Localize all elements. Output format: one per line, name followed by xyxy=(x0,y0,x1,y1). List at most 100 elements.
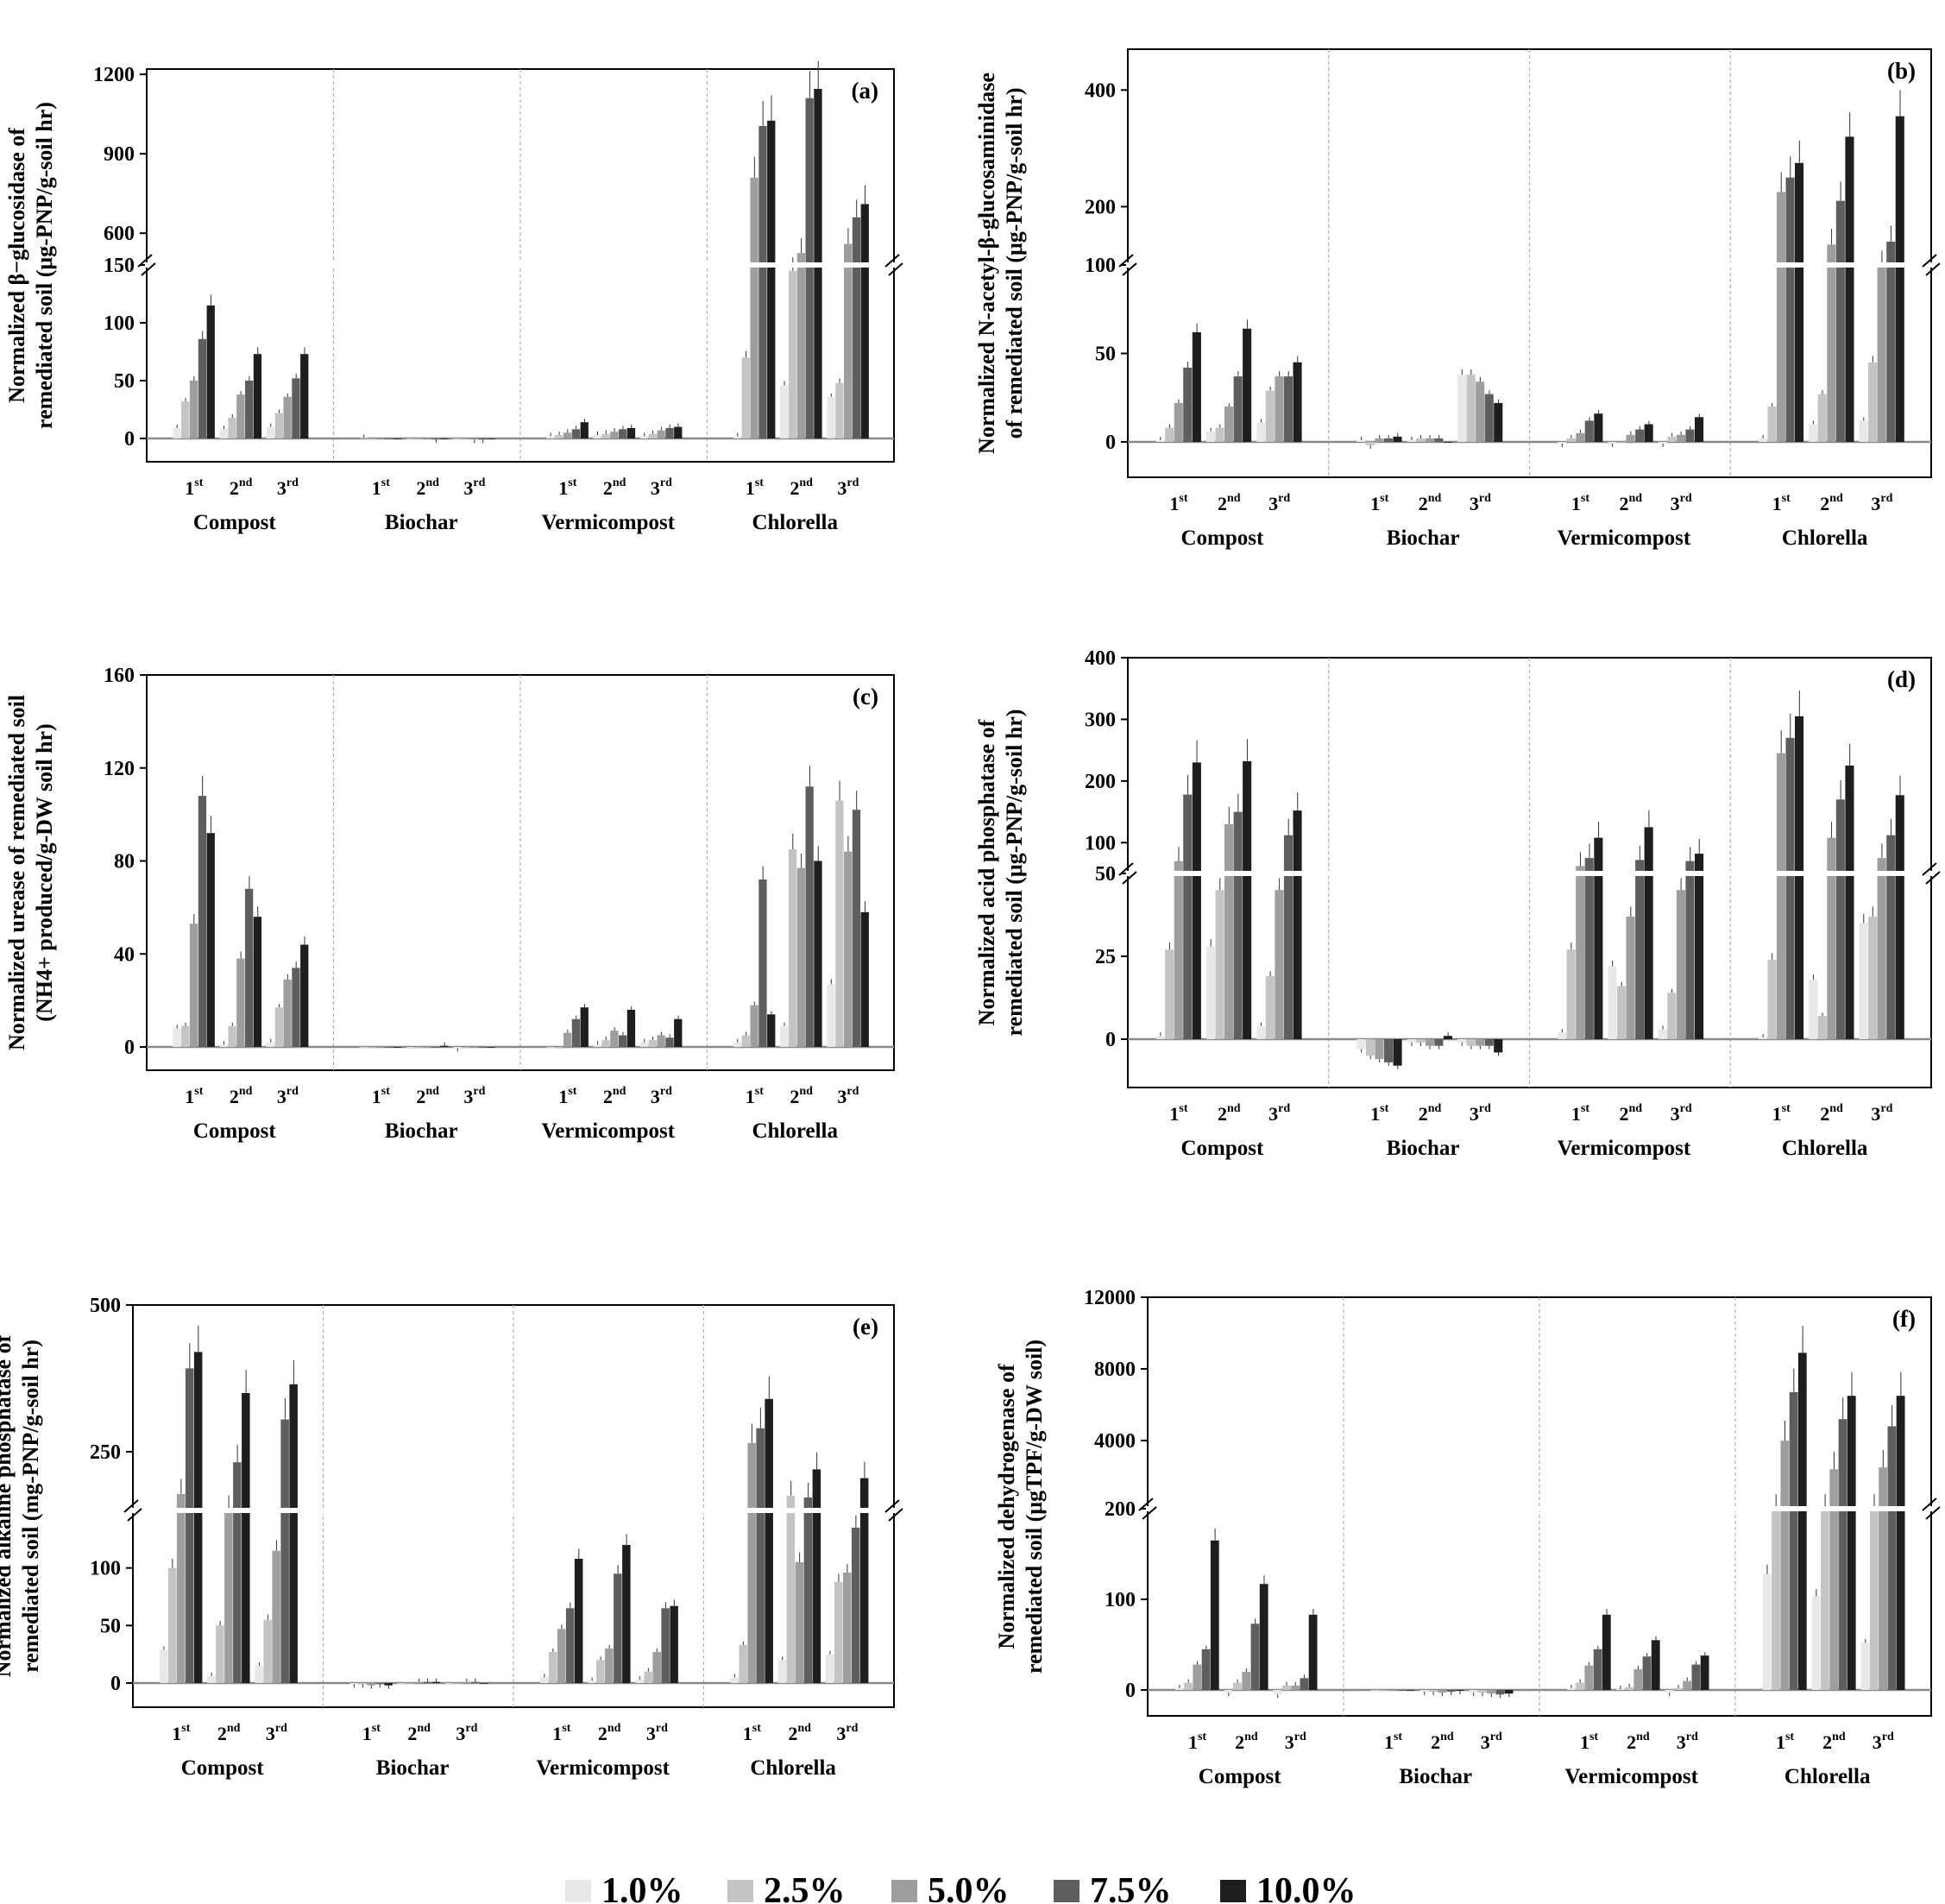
bar xyxy=(1205,946,1215,1039)
bar xyxy=(1584,420,1594,442)
bar xyxy=(674,1018,683,1047)
bar xyxy=(423,1047,431,1048)
bar xyxy=(1886,242,1896,442)
bar xyxy=(1895,116,1904,442)
group-label: Vermicompost xyxy=(541,1119,675,1143)
y-tick-label: 200 xyxy=(1085,771,1116,793)
axis-break-mark xyxy=(888,262,903,276)
bar xyxy=(1608,966,1617,1039)
bar xyxy=(1566,949,1576,1039)
group-label: Compost xyxy=(181,1756,265,1780)
bar xyxy=(470,1047,479,1048)
bar xyxy=(300,354,309,438)
bar xyxy=(1695,417,1704,442)
y-tick-label: 160 xyxy=(104,665,135,687)
y-tick-label: 100 xyxy=(90,1558,121,1580)
bar xyxy=(1300,1678,1309,1690)
harvest-label: 1st xyxy=(185,1085,203,1107)
bar xyxy=(255,1666,263,1683)
bar xyxy=(406,1683,415,1684)
bar xyxy=(555,1047,563,1048)
bar xyxy=(648,1039,657,1047)
bar xyxy=(462,1047,470,1048)
harvest-label: 1st xyxy=(1580,1731,1598,1753)
bar xyxy=(385,1047,393,1048)
harvest-label: 1st xyxy=(172,1722,190,1744)
bar xyxy=(1256,422,1266,442)
bar xyxy=(1484,394,1494,442)
bar xyxy=(487,438,495,439)
bar xyxy=(185,1368,194,1683)
panel-label: (d) xyxy=(1887,666,1916,692)
axis-break-mark xyxy=(1118,862,1134,876)
bar xyxy=(1466,375,1476,442)
harvest-label: 2nd xyxy=(1218,1102,1241,1125)
bar xyxy=(1242,1672,1251,1690)
bar xyxy=(173,1028,181,1047)
bar xyxy=(1243,761,1252,1039)
group-label: Biochar xyxy=(1387,1137,1460,1160)
group-label: Compost xyxy=(193,1119,277,1143)
bar xyxy=(626,1009,636,1047)
bar xyxy=(548,1652,557,1683)
bar xyxy=(1683,1680,1691,1690)
bar xyxy=(478,1047,488,1048)
y-axis-label: Normalized urease of remediated soil xyxy=(4,695,29,1050)
bar xyxy=(1434,438,1444,442)
group-label: Vermicompost xyxy=(541,511,675,534)
bar xyxy=(1685,429,1695,442)
bar xyxy=(557,1629,566,1683)
bar xyxy=(580,422,589,438)
axis-break-mark xyxy=(137,254,153,268)
axis-break-mark xyxy=(1142,1506,1157,1520)
y-tick-label: 250 xyxy=(90,1441,121,1464)
bar xyxy=(1384,1039,1394,1062)
group-label: Compost xyxy=(1180,1137,1264,1160)
bar xyxy=(228,417,236,438)
harvest-label: 1st xyxy=(558,1085,576,1107)
bar xyxy=(593,435,601,438)
harvest-label: 1st xyxy=(1188,1731,1206,1753)
y-axis-label: Normalized acid phosphatase of xyxy=(974,719,999,1025)
bar xyxy=(1827,244,1836,442)
legend-label: 7.5% xyxy=(1090,1871,1172,1904)
harvest-label: 1st xyxy=(1772,492,1791,514)
bar xyxy=(1617,442,1627,443)
bar xyxy=(206,833,215,1047)
bar xyxy=(280,1419,289,1683)
bar xyxy=(1642,1656,1652,1690)
harvest-label: 3rd xyxy=(456,1722,477,1744)
bar xyxy=(1594,837,1603,1039)
harvest-label: 3rd xyxy=(1671,492,1692,514)
bar xyxy=(1895,795,1904,1039)
bar xyxy=(1273,1690,1282,1695)
bar xyxy=(1785,737,1795,1039)
bar xyxy=(825,1654,834,1683)
bar xyxy=(674,426,683,438)
legend-label: 10.0% xyxy=(1256,1871,1356,1904)
bar xyxy=(453,1047,462,1049)
bar xyxy=(453,438,462,439)
panel-label: (b) xyxy=(1887,58,1916,84)
bar xyxy=(274,1007,283,1047)
harvest-label: 3rd xyxy=(1671,1102,1692,1125)
bar xyxy=(546,1047,555,1048)
bar xyxy=(359,1047,368,1048)
bar xyxy=(1380,1690,1388,1691)
bar xyxy=(1673,1687,1683,1690)
bar xyxy=(1375,438,1384,442)
bar xyxy=(1566,1687,1576,1690)
bar xyxy=(1275,376,1284,442)
harvest-label: 3rd xyxy=(1285,1731,1306,1753)
legend-label: 5.0% xyxy=(928,1871,1010,1904)
bar xyxy=(852,810,861,1047)
bar xyxy=(292,968,300,1047)
harvest-label: 3rd xyxy=(1481,1731,1502,1753)
bar xyxy=(1356,439,1366,442)
bar xyxy=(1425,1039,1434,1046)
group-label: Compost xyxy=(193,511,277,534)
